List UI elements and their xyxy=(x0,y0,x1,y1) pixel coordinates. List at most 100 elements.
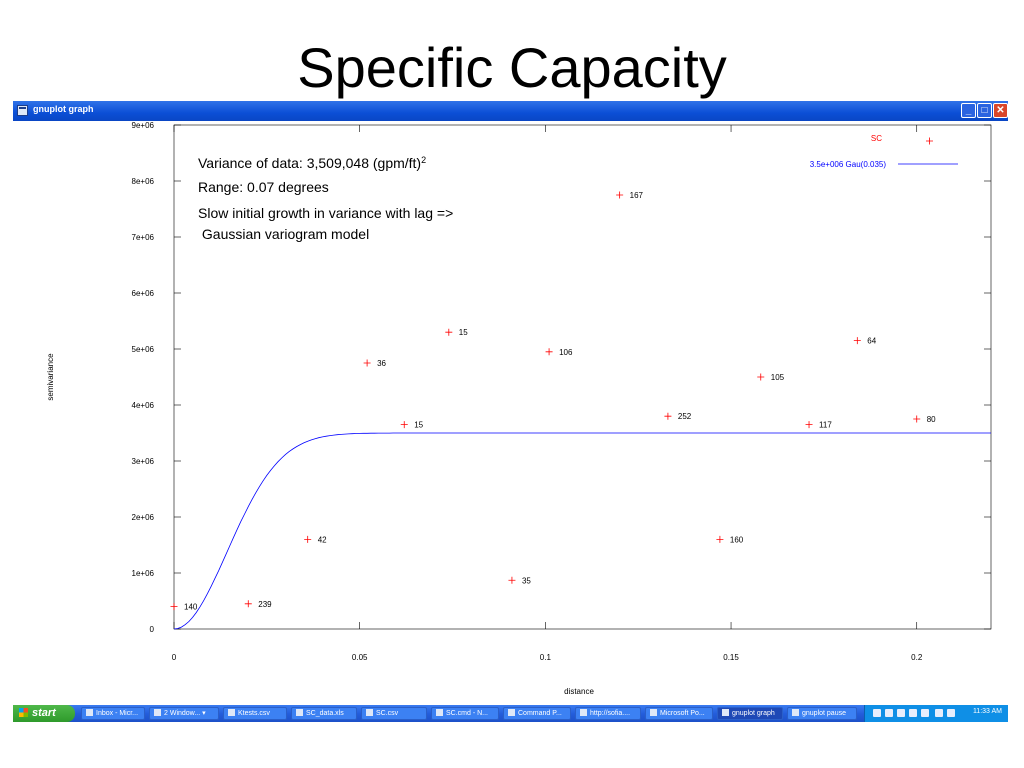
data-point xyxy=(853,337,861,345)
y-axis-label: semivariance xyxy=(46,353,55,401)
data-point-label: 36 xyxy=(377,359,386,368)
data-point-label: 252 xyxy=(678,412,692,421)
data-point xyxy=(545,348,553,356)
tray-network-icon[interactable] xyxy=(873,709,881,717)
data-point-label: 105 xyxy=(771,373,785,382)
tray-security-icon[interactable] xyxy=(897,709,905,717)
taskbar: start Inbox - Micr... 2 Window... ▾ Ktes… xyxy=(13,705,1008,722)
legend-marker-sc xyxy=(926,137,933,145)
taskbar-item-label: http://sofia.... xyxy=(590,710,631,717)
y-tick-label: 6e+06 xyxy=(132,289,155,298)
axes-layer: 0 1e+06 2e+06 3e+06 4e+06 5e+06 6e+06 7e+06 8e+0… xyxy=(46,121,992,696)
tray-help-icon[interactable] xyxy=(909,709,917,717)
window-titlebar[interactable]: gnuplot graph _ □ ✕ xyxy=(13,101,1008,121)
y-tick-label: 5e+06 xyxy=(132,345,155,354)
data-point-label: 80 xyxy=(927,415,936,424)
close-button[interactable]: ✕ xyxy=(993,103,1008,118)
taskbar-item-gnuplot-pause[interactable]: gnuplot pause xyxy=(787,707,857,720)
taskbar-item-sc-data[interactable]: SC_data.xls xyxy=(291,707,357,720)
x-tick-label: 0 xyxy=(172,653,177,662)
data-point-label: 160 xyxy=(730,535,744,544)
slide-title: Specific Capacity xyxy=(297,36,727,99)
data-point xyxy=(244,600,252,608)
start-button[interactable]: start xyxy=(13,705,75,722)
maximize-button[interactable]: □ xyxy=(977,103,992,118)
annotation-range: Range: 0.07 degrees xyxy=(198,179,329,195)
data-point-label: 42 xyxy=(318,535,327,544)
taskbar-item-label: gnuplot pause xyxy=(802,710,846,717)
data-point xyxy=(716,535,724,543)
start-label: start xyxy=(32,707,56,719)
y-tick-label: 2e+06 xyxy=(132,513,155,522)
taskbar-item-label: SC.cmd - N... xyxy=(446,710,489,717)
taskbar-item-gnuplot-graph[interactable]: gnuplot graph xyxy=(717,707,783,720)
tray-volume-icon[interactable] xyxy=(885,709,893,717)
clock: 11:33 AM xyxy=(972,708,1002,715)
annotation-layer: Variance of data: 3,509,048 (gpm/ft)2 Ra… xyxy=(198,155,453,242)
data-point xyxy=(304,535,312,543)
outlook-icon xyxy=(86,709,93,716)
data-point xyxy=(508,576,516,584)
data-point-label: 239 xyxy=(258,600,272,609)
minimize-button[interactable]: _ xyxy=(961,103,976,118)
system-tray: 11:33 AM xyxy=(864,705,1008,722)
taskbar-item-command-prompt[interactable]: Command P... xyxy=(503,707,571,720)
taskbar-item-windows-group[interactable]: 2 Window... ▾ xyxy=(149,707,219,720)
data-point xyxy=(400,421,408,429)
data-point-label: 64 xyxy=(867,337,876,346)
taskbar-item-label: 2 Window... xyxy=(164,710,201,717)
browser-icon xyxy=(580,709,587,716)
y-tick-label: 0 xyxy=(150,625,155,634)
gnuplot-icon xyxy=(722,709,729,716)
x-tick-label: 0.1 xyxy=(540,653,552,662)
y-tick-label: 9e+06 xyxy=(132,121,155,130)
y-tick-label: 7e+06 xyxy=(132,233,155,242)
data-point-label: 15 xyxy=(414,421,423,430)
data-point-label: 106 xyxy=(559,348,573,357)
data-point xyxy=(363,359,371,367)
excel-icon xyxy=(228,709,235,716)
taskbar-item-browser[interactable]: http://sofia.... xyxy=(575,707,641,720)
powerpoint-icon xyxy=(650,709,657,716)
annotation-growth: Slow initial growth in variance with lag… xyxy=(198,205,453,221)
y-tick-label: 1e+06 xyxy=(132,569,155,578)
x-tick-label: 0.15 xyxy=(723,653,739,662)
taskbar-item-ktests[interactable]: Ktests.csv xyxy=(223,707,287,720)
annotation-variance: Variance of data: 3,509,048 (gpm/ft)2 xyxy=(198,155,426,171)
semivariogram-chart: 0 1e+06 2e+06 3e+06 4e+06 5e+06 6e+06 7e+06 8e+0… xyxy=(46,121,992,696)
taskbar-item-label: Ktests.csv xyxy=(238,710,270,717)
data-point xyxy=(805,421,813,429)
taskbar-item-label: Microsoft Po... xyxy=(660,710,705,717)
y-tick-label: 4e+06 xyxy=(132,401,155,410)
data-point-label: 140 xyxy=(184,603,198,612)
taskbar-item-label: Inbox - Micr... xyxy=(96,710,139,717)
tray-display-icon[interactable] xyxy=(947,709,955,717)
gnuplot-window: gnuplot graph _ □ ✕ 0 1e+06 2e+06 3e+06 4e+0… xyxy=(13,101,1008,705)
taskbar-item-sc-csv[interactable]: SC.csv xyxy=(361,707,427,720)
data-point xyxy=(616,191,624,199)
plot-area: 0 1e+06 2e+06 3e+06 4e+06 5e+06 6e+06 7e+06 8e+0… xyxy=(13,121,1008,705)
tray-messenger-icon[interactable] xyxy=(935,709,943,717)
legend-label-sc: SC xyxy=(871,134,882,143)
taskbar-item-powerpoint[interactable]: Microsoft Po... xyxy=(645,707,713,720)
taskbar-item-sc-cmd[interactable]: SC.cmd - N... xyxy=(431,707,499,720)
data-point xyxy=(757,373,765,381)
folder-icon xyxy=(154,709,161,716)
data-point xyxy=(445,328,453,336)
annotation-model: Gaussian variogram model xyxy=(198,226,369,242)
x-axis-label: distance xyxy=(564,687,594,696)
x-tick-label: 0.05 xyxy=(352,653,368,662)
notepad-icon xyxy=(436,709,443,716)
window-title: gnuplot graph xyxy=(33,104,94,114)
data-point xyxy=(913,415,921,423)
data-point-label: 15 xyxy=(459,328,468,337)
marks-layer: 140 239 42 36 15 15 35 106 167 252 160 105 117 64 80 SC… xyxy=(170,134,991,630)
data-point-label: 35 xyxy=(522,576,531,585)
taskbar-item-label: gnuplot graph xyxy=(732,710,775,717)
tray-update-icon[interactable] xyxy=(921,709,929,717)
taskbar-item-label: SC_data.xls xyxy=(306,710,344,717)
taskbar-item-inbox[interactable]: Inbox - Micr... xyxy=(81,707,145,720)
legend-label-model: 3.5e+006 Gau(0.035) xyxy=(810,160,887,169)
data-point xyxy=(170,603,178,611)
data-point-label: 117 xyxy=(819,421,832,430)
